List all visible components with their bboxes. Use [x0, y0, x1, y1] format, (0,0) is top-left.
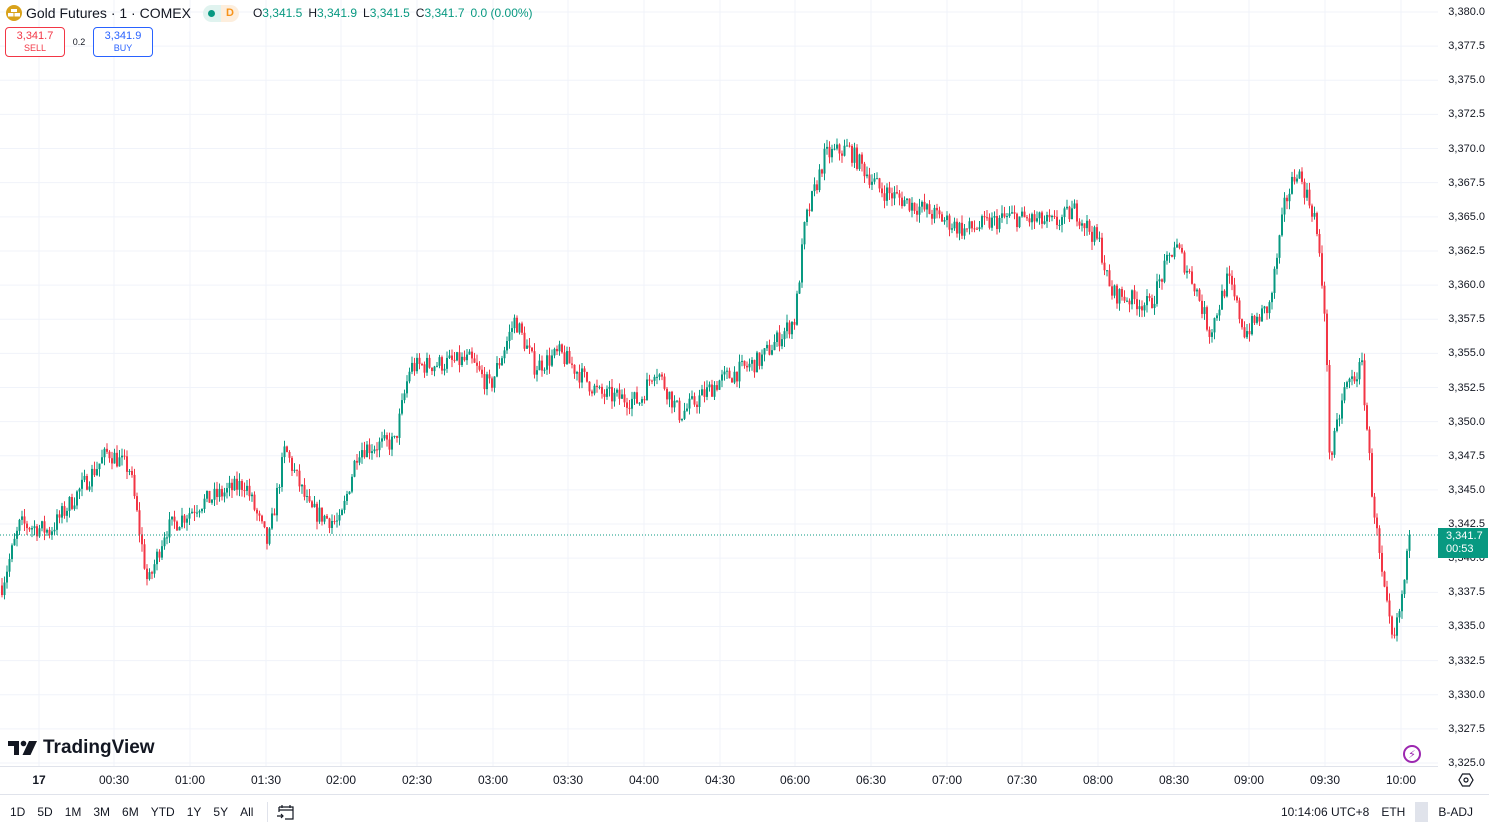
- price-tick-label: 3,365.0: [1448, 210, 1485, 223]
- sell-label: SELL: [23, 43, 47, 53]
- range-ytd[interactable]: YTD: [150, 804, 175, 819]
- time-tick-label: 08:30: [1158, 773, 1190, 787]
- time-tick-label: 06:00: [779, 773, 811, 787]
- time-tick-label: 03:30: [552, 773, 584, 787]
- price-tick-label: 3,377.5: [1448, 40, 1485, 53]
- range-5y[interactable]: 5Y: [213, 804, 229, 819]
- time-tick-label: 01:30: [250, 773, 282, 787]
- bottom-toolbar: 1D 5D 1M 3M 6M YTD 1Y 5Y All 10:14:06 UT…: [0, 794, 1489, 828]
- price-tick-label: 3,342.5: [1448, 518, 1485, 531]
- range-1y[interactable]: 1Y: [186, 804, 202, 819]
- open-value: 3,341.5: [262, 6, 303, 20]
- range-3m[interactable]: 3M: [93, 804, 111, 819]
- time-tick-label: 07:30: [1006, 773, 1038, 787]
- range-6m[interactable]: 6M: [122, 804, 139, 819]
- price-tick-label: 3,362.5: [1448, 244, 1485, 257]
- change-value: 0.0 (0.00%): [470, 6, 533, 20]
- time-tick-label: 09:00: [1233, 773, 1265, 787]
- time-tick-label: 01:00: [174, 773, 206, 787]
- sell-price: 3,341.7: [16, 30, 54, 42]
- close-value: 3,341.7: [424, 6, 465, 20]
- gold-bars-icon: [6, 5, 22, 21]
- lightning-icon[interactable]: ⚡: [1403, 745, 1421, 763]
- chart-settings-icon[interactable]: [1458, 772, 1474, 788]
- bottom-right-status: 10:14:06 UTC+8 ETH B-ADJ: [1275, 795, 1479, 828]
- session-toggle[interactable]: ETH: [1381, 804, 1406, 819]
- time-tick-label: 09:30: [1309, 773, 1341, 787]
- market-status[interactable]: D: [202, 4, 239, 22]
- time-tick-label: 04:30: [704, 773, 736, 787]
- price-tick-label: 3,325.0: [1448, 757, 1485, 769]
- price-tick-label: 3,347.5: [1448, 449, 1485, 462]
- low-value: 3,341.5: [369, 6, 410, 20]
- divider: [267, 801, 269, 822]
- chart-pane[interactable]: [0, 0, 1438, 766]
- divider: [1415, 801, 1429, 822]
- candlestick-chart[interactable]: [0, 0, 1438, 766]
- delayed-badge[interactable]: D: [220, 4, 239, 22]
- spread-value: 0.2: [72, 37, 86, 47]
- clock[interactable]: 10:14:06 UTC+8: [1280, 804, 1370, 819]
- buy-label: BUY: [113, 43, 133, 53]
- time-tick-label: 10:00: [1385, 773, 1417, 787]
- symbol-title[interactable]: Gold Futures · 1 · COMEX: [26, 5, 191, 21]
- time-tick-label: 02:00: [325, 773, 357, 787]
- time-tick-label: 04:00: [628, 773, 660, 787]
- go-to-date-button[interactable]: [276, 803, 296, 821]
- price-tick-label: 3,355.0: [1448, 347, 1485, 360]
- price-tick-label: 3,367.5: [1448, 176, 1485, 189]
- price-tick-label: 3,345.0: [1448, 483, 1485, 496]
- tradingview-logo-icon: [8, 740, 37, 755]
- time-tick-label: 07:00: [931, 773, 963, 787]
- price-tick-label: 3,327.5: [1448, 722, 1485, 735]
- last-price-value: 3,341.7: [1446, 529, 1483, 542]
- logo-text: TradingView: [43, 737, 155, 758]
- time-axis[interactable]: 17 00:30 01:00 01:30 02:00 02:30 03:00 03:30 04:…: [0, 766, 1438, 794]
- price-tick-label: 3,360.0: [1448, 279, 1485, 292]
- candles: [1, 138, 1411, 642]
- range-all[interactable]: All: [240, 804, 254, 819]
- trade-buttons: 3,341.7 SELL 0.2 3,341.9 BUY: [5, 27, 153, 57]
- range-1m[interactable]: 1M: [64, 804, 82, 819]
- price-tick-label: 3,375.0: [1448, 74, 1485, 87]
- buy-price: 3,341.9: [104, 30, 142, 42]
- price-tick-label: 3,335.0: [1448, 620, 1485, 633]
- time-tick-label: 08:00: [1082, 773, 1114, 787]
- time-tick-label: 03:00: [477, 773, 509, 787]
- adjustment-toggle[interactable]: B-ADJ: [1438, 804, 1473, 819]
- buy-button[interactable]: 3,341.9 BUY: [93, 27, 153, 57]
- price-tick-label: 3,352.5: [1448, 381, 1485, 394]
- time-tick-label: 02:30: [401, 773, 433, 787]
- calendar-goto-icon: [277, 804, 295, 820]
- price-tick-label: 3,372.5: [1448, 108, 1485, 121]
- price-tick-label: 3,332.5: [1448, 654, 1485, 667]
- sell-button[interactable]: 3,341.7 SELL: [5, 27, 65, 57]
- range-5d[interactable]: 5D: [37, 804, 53, 819]
- price-axis[interactable]: 3,380.0 3,377.5 3,375.0 3,372.5 3,370.0 3,367…: [1438, 0, 1489, 769]
- time-tick-label: 00:30: [98, 773, 130, 787]
- last-price-label: 3,341.7 00:53: [1438, 527, 1488, 558]
- price-tick-label: 3,350.0: [1448, 415, 1485, 428]
- market-open-dot-icon: [208, 9, 216, 17]
- price-tick-label: 3,330.0: [1448, 688, 1485, 701]
- ohlc-values: O3,341.5 H3,341.9 L3,341.5 C3,341.7 0.0 …: [252, 6, 533, 20]
- price-tick-label: 3,380.0: [1448, 6, 1485, 18]
- price-tick-label: 3,370.0: [1448, 142, 1485, 155]
- bar-countdown: 00:53: [1446, 542, 1474, 555]
- time-tick-label: 06:30: [855, 773, 887, 787]
- symbol-legend: Gold Futures · 1 · COMEX D O3,341.5 H3,3…: [6, 3, 533, 23]
- price-tick-label: 3,357.5: [1448, 313, 1485, 326]
- price-tick-label: 3,337.5: [1448, 586, 1485, 599]
- range-1d[interactable]: 1D: [10, 804, 26, 819]
- high-value: 3,341.9: [317, 6, 358, 20]
- tradingview-logo[interactable]: TradingView: [8, 737, 155, 759]
- time-tick-label: 17: [32, 773, 46, 787]
